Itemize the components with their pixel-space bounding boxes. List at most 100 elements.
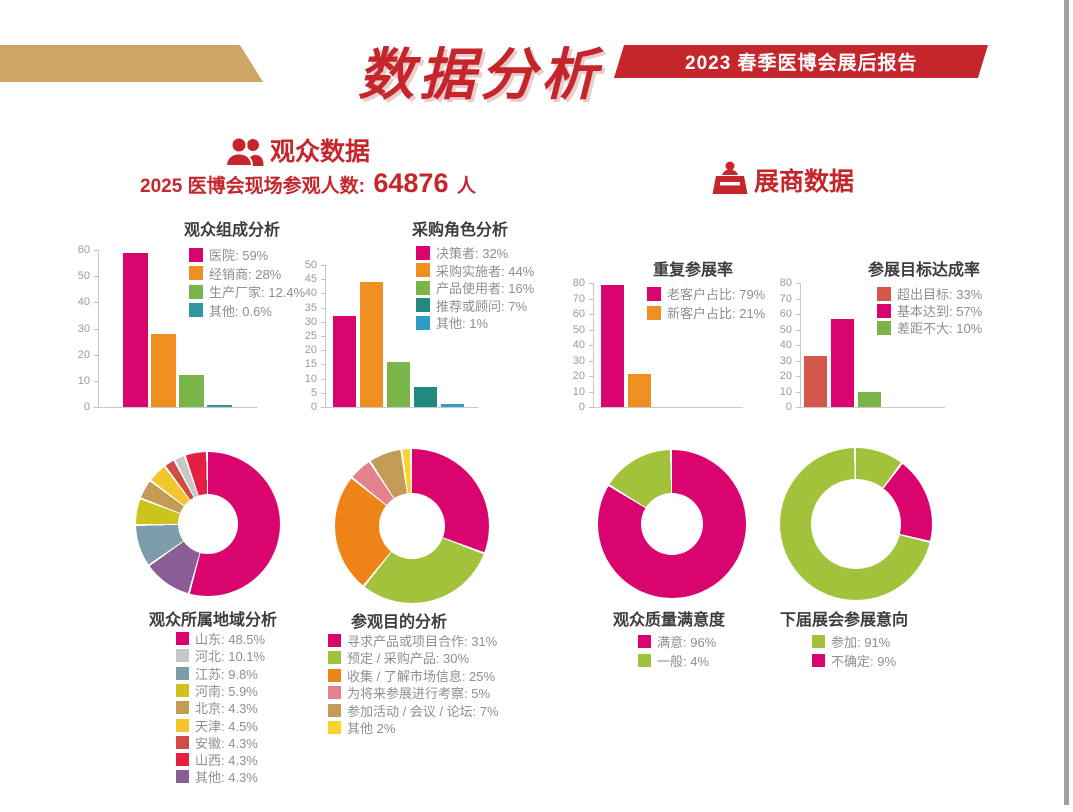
- chart-title-repeat-rate: 重复参展率: [652, 262, 734, 279]
- axis-tick: [94, 276, 98, 278]
- legend-swatch: [328, 703, 341, 717]
- legend-swatch: [189, 284, 203, 299]
- legend-label: 医院: 59%: [209, 248, 269, 263]
- legend-swatch: [176, 683, 189, 697]
- legend-label: 采购实施者: 44%: [436, 263, 535, 279]
- audience-visitor-count: 64876: [373, 168, 449, 198]
- axis-tick: [94, 328, 98, 330]
- y-tick-label: 30: [572, 354, 585, 367]
- legend-label: 安徽: 4.3%: [195, 735, 258, 751]
- axis-tick: [321, 364, 325, 366]
- bar-采购实施者: [360, 282, 383, 407]
- legend-item: 超出目标: 33%: [877, 284, 982, 303]
- legend-swatch: [812, 653, 825, 667]
- legend-swatch: [328, 651, 341, 665]
- legend-swatch: [176, 649, 189, 663]
- y-axis-line: [98, 250, 99, 407]
- axis-tick: [321, 392, 325, 394]
- bar-新客户占比: [628, 374, 651, 407]
- chart-title-audience-composition: 观众组成分析: [183, 222, 281, 239]
- legend-item: 河北: 10.1%: [176, 646, 265, 665]
- legend-label: 推荐或顾问: 7%: [436, 298, 528, 314]
- y-tick-label: 20: [572, 370, 585, 382]
- legend-item: 医院: 59%: [189, 245, 268, 264]
- axis-tick: [796, 298, 800, 300]
- bar-差距不大: [858, 391, 881, 407]
- bar-经销商: [151, 333, 176, 407]
- y-tick-label: 80: [779, 277, 792, 289]
- axis-tick: [321, 350, 325, 352]
- x-axis-line: [800, 407, 945, 408]
- bar-生产厂家: [179, 374, 204, 407]
- bar-超出目标: [804, 355, 827, 407]
- axis-tick: [589, 283, 593, 284]
- legend-swatch: [176, 718, 189, 732]
- legend-swatch: [877, 303, 891, 318]
- y-tick-label: 50: [572, 323, 585, 336]
- donut-hole: [641, 493, 703, 555]
- page-edge-shadow: [1064, 0, 1069, 805]
- legend-swatch: [176, 753, 189, 767]
- bar-医院: [123, 252, 148, 407]
- legend-label: 满意: 96%: [657, 635, 717, 650]
- legend-swatch: [416, 315, 430, 330]
- legend-swatch: [416, 245, 430, 260]
- bar-老客户占比: [601, 284, 624, 407]
- x-axis-line: [98, 407, 258, 408]
- legend-label: 寻求产品或项目合作: 31%: [347, 634, 498, 649]
- chart-title-next-intention: 下届展会参展意向: [779, 612, 909, 629]
- legend-swatch: [176, 666, 189, 680]
- legend-swatch: [328, 686, 341, 700]
- legend-label: 新客户占比: 21%: [667, 306, 766, 321]
- y-tick-label: 70: [572, 292, 585, 305]
- legend-item: 参加活动 / 会议 / 论坛: 7%: [328, 701, 499, 720]
- legend-label: 差距不大: 10%: [897, 321, 983, 336]
- legend-label: 江苏: 9.8%: [195, 666, 258, 682]
- legend-item: 天津: 4.5%: [176, 716, 258, 735]
- legend-label: 其他: 0.6%: [209, 303, 272, 319]
- y-tick-label: 50: [779, 323, 792, 336]
- axis-tick: [796, 329, 800, 331]
- legend-item: 参加: 91%: [812, 632, 890, 651]
- axis-tick: [321, 321, 325, 323]
- bar-推荐或顾问: [414, 387, 437, 407]
- legend-item: 基本达到: 57%: [877, 301, 982, 320]
- legend-label: 不确定: 9%: [831, 653, 897, 669]
- y-tick-label: 80: [572, 277, 585, 289]
- legend-label: 超出目标: 33%: [897, 287, 983, 302]
- legend-item: 老客户占比: 79%: [647, 284, 765, 303]
- y-tick-label: 10: [572, 385, 585, 398]
- legend-item: 生产厂家: 12.4%: [189, 282, 305, 301]
- legend-swatch: [176, 735, 189, 749]
- audience-subtitle-suffix: 人: [456, 176, 476, 197]
- legend-swatch: [812, 635, 825, 648]
- donut-hole: [811, 479, 901, 569]
- legend-item: 寻求产品或项目合作: 31%: [328, 631, 497, 650]
- legend-item: 江苏: 9.8%: [176, 664, 258, 683]
- bar-产品使用者: [387, 361, 410, 407]
- y-tick-label: 60: [572, 308, 585, 320]
- legend-swatch: [647, 286, 661, 301]
- axis-tick: [589, 376, 593, 377]
- y-tick-label: 60: [779, 308, 792, 320]
- legend-label: 河南: 5.9%: [195, 683, 258, 699]
- legend-label: 山西: 4.3%: [195, 753, 258, 769]
- legend-label: 其他 2%: [347, 721, 396, 736]
- legend-swatch: [328, 668, 341, 682]
- y-tick-label: 50: [77, 270, 90, 283]
- legend-label: 预定 / 采购产品: 30%: [347, 651, 470, 667]
- legend-item: 采购实施者: 44%: [416, 261, 534, 280]
- legend-label: 其他: 1%: [436, 316, 489, 331]
- legend-item: 决策者: 32%: [416, 243, 508, 262]
- legend-item: 其他: 4.3%: [176, 767, 258, 786]
- legend-item: 安徽: 4.3%: [176, 733, 258, 752]
- y-tick-label: 70: [779, 292, 792, 305]
- y-tick-label: 0: [578, 401, 585, 413]
- exhibitor-section-title: 展商数据: [754, 168, 855, 196]
- legend-item: 山东: 48.5%: [176, 629, 265, 648]
- legend-item: 推荐或顾问: 7%: [416, 296, 527, 315]
- y-tick-label: 40: [77, 296, 90, 309]
- legend-label: 参加: 91%: [831, 635, 891, 650]
- legend-swatch: [647, 305, 661, 320]
